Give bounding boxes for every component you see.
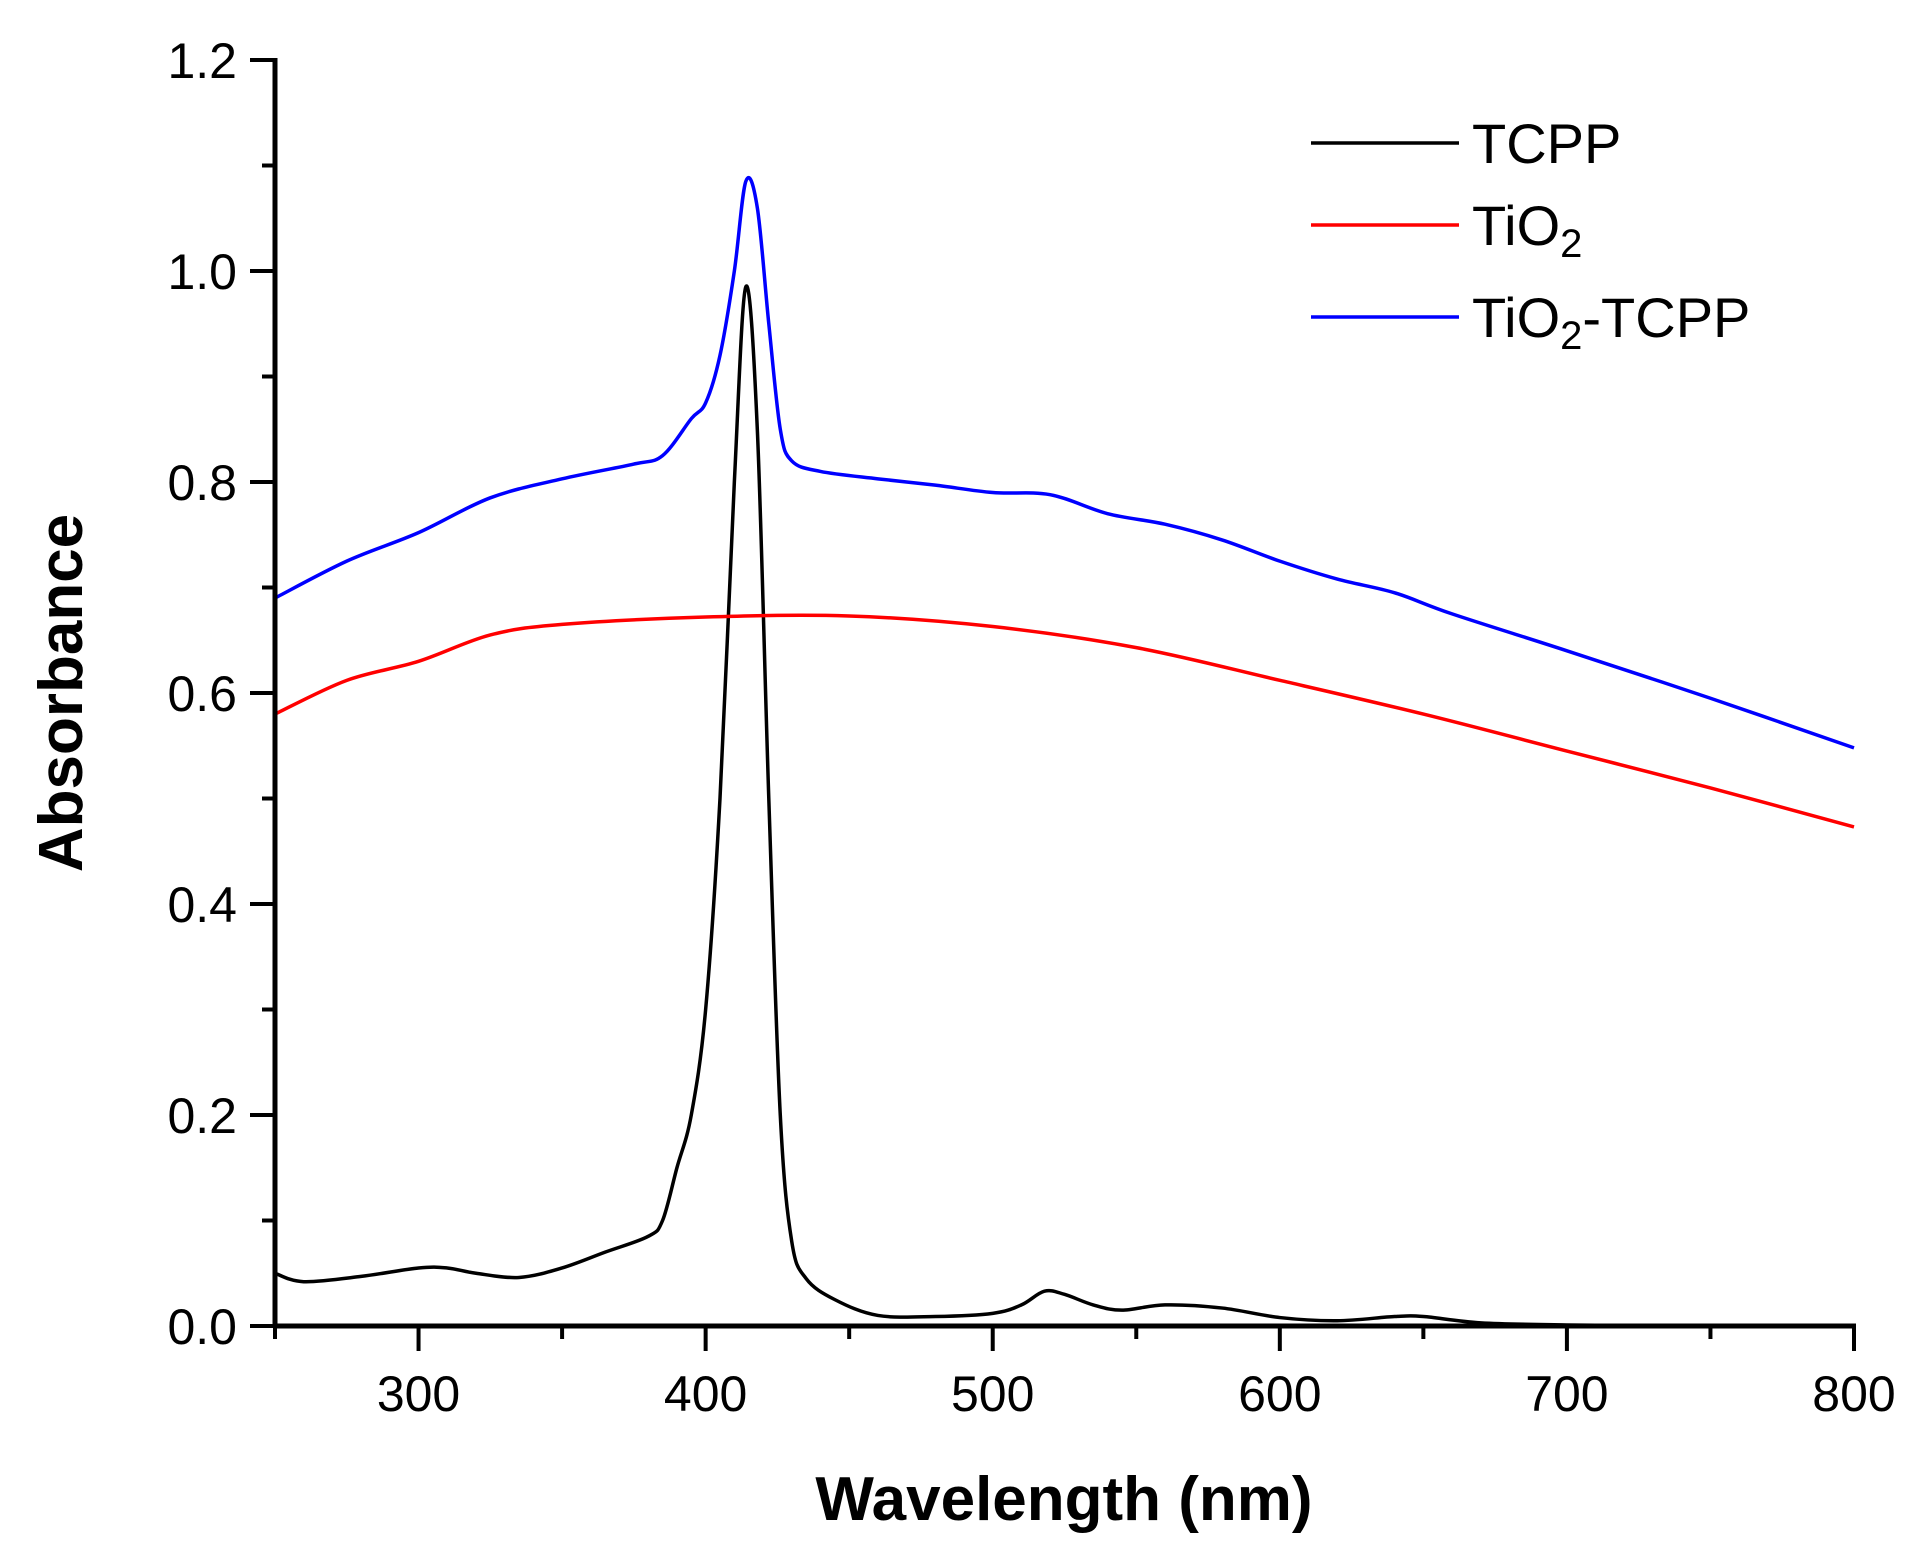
y-tick-label: 0.4 (167, 877, 237, 933)
x-axis-title: Wavelength (nm) (815, 1465, 1312, 1534)
y-tick-label: 0.0 (167, 1299, 237, 1355)
x-tick-label: 700 (1525, 1366, 1608, 1422)
x-tick-label: 600 (1238, 1366, 1321, 1422)
y-tick-label: 1.2 (167, 33, 237, 89)
y-tick-label: 1.0 (167, 244, 237, 300)
legend-item: TiO2 (1311, 194, 1582, 266)
series-line-tcpp (274, 284, 1855, 1328)
plot-lines (274, 175, 1855, 1328)
axes (272, 58, 1856, 1329)
ticks: 0.0 0.2 0.4 0.6 0.8 1.0 1.2 300 400 500 600 700 800 (167, 33, 1895, 1422)
legend: TCPP TiO2 TiO2-TCPP (1311, 112, 1750, 358)
y-tick-label: 0.8 (167, 455, 237, 511)
y-axis-title: Absorbance (27, 514, 96, 872)
series-line-tio2-tcpp (274, 175, 1855, 750)
legend-item: TiO2-TCPP (1311, 286, 1750, 358)
y-tick-label: 0.6 (167, 666, 237, 722)
legend-label: TCPP (1472, 112, 1621, 175)
x-tick-label: 300 (377, 1366, 460, 1422)
y-tick-label: 0.2 (167, 1088, 237, 1144)
x-tick-label: 800 (1812, 1366, 1895, 1422)
x-tick-label: 400 (664, 1366, 747, 1422)
series-line-tio2 (274, 613, 1855, 829)
legend-label: TiO2 (1472, 194, 1582, 266)
legend-item: TCPP (1311, 112, 1621, 175)
x-tick-label: 500 (951, 1366, 1034, 1422)
legend-label: TiO2-TCPP (1472, 286, 1750, 358)
